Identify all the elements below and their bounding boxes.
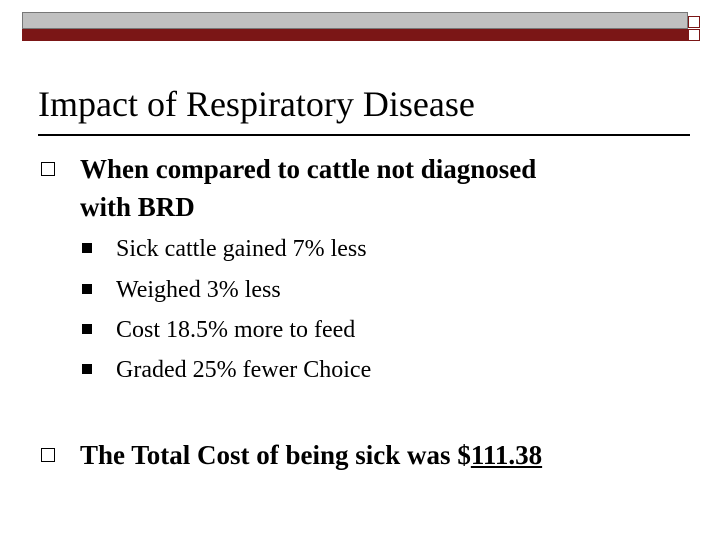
slide-title: Impact of Respiratory Disease [38, 84, 475, 124]
filled-square-bullet-icon [82, 364, 92, 374]
corner-square-icon [688, 16, 700, 28]
header-red-band [22, 29, 688, 41]
corner-square-icon [688, 29, 700, 41]
total-cost-prefix: The Total Cost of being sick was $ [80, 440, 471, 470]
bullet-line: When compared to cattle not diagnosed [80, 154, 537, 184]
sub-bullet-text: Graded 25% fewer Choice [116, 357, 372, 383]
filled-square-bullet-icon [82, 324, 92, 334]
bullet-line: with BRD [80, 192, 195, 222]
total-cost-amount: 111.38 [470, 440, 543, 470]
bullet-text: The Total Cost of being sick was $111.38 [80, 436, 542, 474]
sub-bullet-text: Weighed 3% less [116, 277, 281, 303]
bullet-text: When compared to cattle not diagnosed wi… [80, 150, 536, 226]
hollow-square-bullet-icon [41, 448, 55, 462]
sub-bullet-text: Cost 18.5% more to feed [116, 317, 356, 343]
filled-square-bullet-icon [82, 284, 92, 294]
hollow-square-bullet-icon [41, 162, 55, 176]
header-gray-band [22, 12, 688, 29]
title-divider [38, 134, 690, 136]
filled-square-bullet-icon [82, 243, 92, 253]
sub-bullet-text: Sick cattle gained 7% less [116, 236, 367, 262]
